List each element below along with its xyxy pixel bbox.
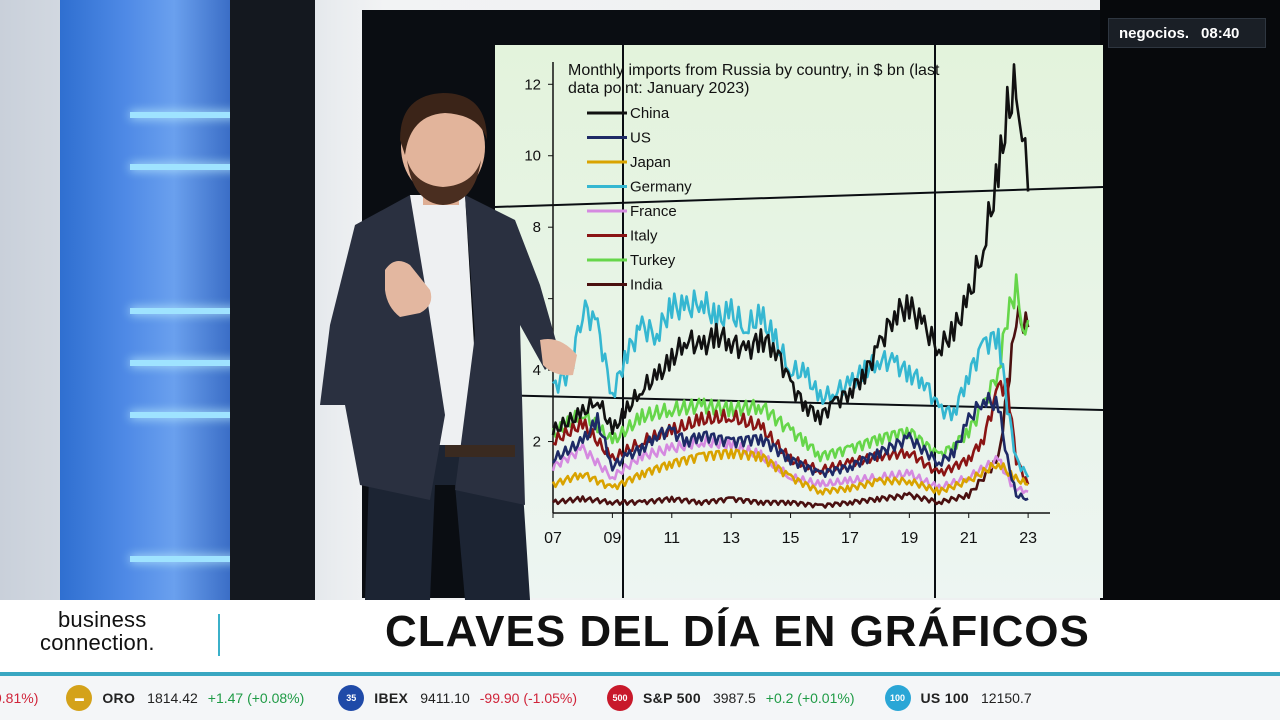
ticker-name: S&P 500 [643, 690, 701, 706]
accent-line [0, 672, 1280, 676]
x-tick-label: 15 [782, 530, 800, 547]
series-line-germany [552, 289, 1030, 478]
series-line-japan [551, 448, 1029, 496]
network-logo: negocios. [1119, 24, 1190, 42]
y-tick-label: 12 [524, 76, 541, 93]
ticker-value: 3987.5 [712, 690, 756, 706]
belt [445, 445, 515, 457]
left-hand [385, 261, 432, 317]
lower-third [0, 600, 1280, 672]
program-logo-line1: business [58, 607, 147, 632]
led-stripe [130, 308, 300, 314]
y-tick-label: 8 [533, 219, 541, 236]
ticker-item: ▬ ORO 1814.42 +1.47 (+0.08%) [66, 685, 304, 711]
x-tick-label: 23 [1019, 530, 1037, 547]
chart-title-line2: data point: January 2023) [568, 80, 749, 97]
beard [407, 160, 481, 205]
logo-divider [218, 614, 220, 656]
head [401, 97, 485, 197]
ticker-pct: (-1.05%) [523, 690, 578, 706]
dark-column [230, 0, 315, 600]
x-tick-label: 19 [900, 530, 918, 547]
legend-label: India [630, 277, 663, 294]
ibex-icon: 35 [338, 685, 365, 711]
chart-series [551, 63, 1030, 509]
y-tick-label: 10 [524, 148, 541, 165]
legend-label: Italy [630, 228, 658, 245]
chart-background [495, 45, 1103, 598]
series-line-india [552, 304, 1030, 509]
program-logo: business connection. [40, 608, 155, 654]
legend-label: Germany [630, 179, 692, 196]
ticker-name: IBEX [374, 690, 409, 706]
right-wall [1100, 0, 1280, 600]
blue-led-pillar [60, 0, 300, 600]
ticker-item: 35 IBEX 9411.10 -99.90 (-1.05%) [338, 685, 577, 711]
x-tick-label: 11 [663, 530, 680, 547]
legend-label: Japan [630, 154, 671, 171]
program-logo-line2: connection. [40, 630, 155, 655]
chart-legend: China US Japan Germany France Italy Turkey Indi… [587, 105, 692, 294]
chart-svg: 24681012070911131517192123 Monthly impor… [495, 45, 1103, 598]
ticker-value: 1814.42 [147, 690, 198, 706]
series-line-turkey [551, 273, 1030, 463]
y-tick-label: 2 [533, 434, 541, 451]
x-tick-label: 09 [603, 530, 621, 547]
ticker-change: +0.2 [765, 690, 794, 706]
ticker-change: -99.90 [479, 690, 520, 706]
chart-title-line1: Monthly imports from Russia by country, … [568, 62, 940, 79]
gold-bars-icon: ▬ [66, 685, 93, 711]
right-hand [540, 339, 577, 376]
legend-label: US [630, 130, 651, 147]
ticker-pct: (+0.08%) [247, 690, 305, 706]
headline: CLAVES DEL DÍA EN GRÁFICOS [385, 607, 1090, 656]
x-tick-label: 07 [544, 530, 562, 547]
video-wall-seams [495, 45, 1103, 598]
ticker-name: ORO [102, 690, 136, 706]
ticker-pct: 9.81%) [0, 690, 39, 706]
network-badge: negocios. 08:40 [1108, 18, 1266, 48]
chart-axes: 24681012070911131517192123 [524, 62, 1050, 547]
ticker-name: US 100 [920, 690, 969, 706]
presenter-figure [320, 93, 577, 600]
x-tick-label: 17 [841, 530, 859, 547]
led-stripe [130, 556, 300, 562]
series-line-china [551, 63, 1030, 436]
market-ticker: 9.81%) ▬ ORO 1814.42 +1.47 (+0.08%) 35 I… [0, 676, 1280, 720]
ticker-item: 100 US 100 12150.7 [884, 685, 1042, 711]
ticker-pct: (+0.01%) [797, 690, 855, 706]
series-line-us [551, 391, 1029, 501]
imports-chart: 24681012070911131517192123 Monthly impor… [495, 45, 1103, 598]
led-stripe [130, 112, 300, 118]
legend-label: Turkey [630, 252, 676, 269]
sp500-icon: 500 [607, 685, 634, 711]
hair [400, 93, 487, 155]
ticker-change: +1.47 [207, 690, 244, 706]
legend-label: China [630, 105, 670, 122]
x-tick-label: 13 [722, 530, 740, 547]
clock: 08:40 [1201, 24, 1240, 42]
ticker-item: 500 S&P 500 3987.5 +0.2 (+0.01%) [607, 685, 855, 711]
x-tick-label: 21 [960, 530, 978, 547]
us100-icon: 100 [884, 685, 911, 711]
y-tick-label: 4 [533, 362, 541, 379]
led-stripe [130, 412, 300, 418]
legend-label: France [630, 203, 677, 220]
ticker-value: 12150.7 [981, 690, 1032, 706]
ticker-value: 9411.10 [420, 690, 470, 706]
led-stripe [130, 164, 300, 170]
led-stripe [130, 360, 300, 366]
ticker-item: 9.81%) [0, 690, 38, 706]
jacket [455, 195, 560, 505]
